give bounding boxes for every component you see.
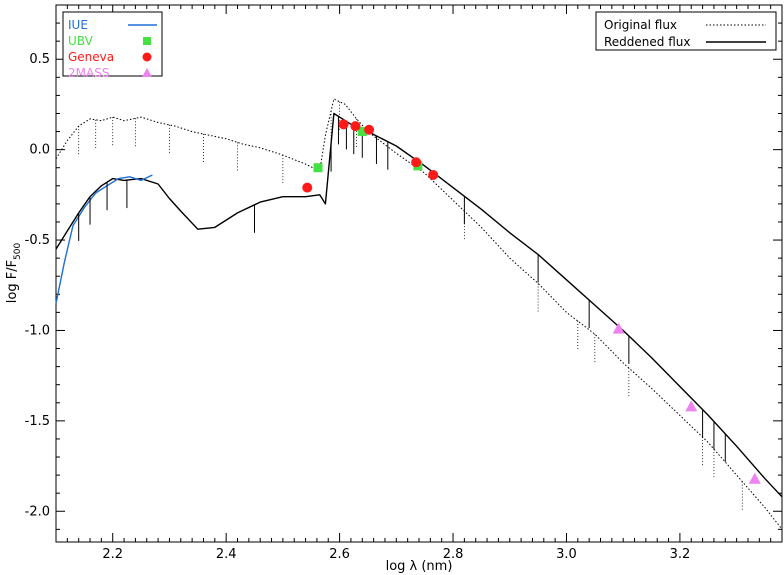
legend-label-iue: IUE [68, 18, 88, 32]
geneva-point [350, 121, 361, 132]
x-tick-label: 2.4 [216, 547, 237, 562]
ubv-point [357, 127, 367, 137]
legend-label-ubv: UBV [68, 34, 94, 48]
plot-frame [55, 4, 783, 543]
2mass-point [685, 400, 698, 412]
legend-marker-square [143, 37, 151, 45]
legend-marker-circle [142, 52, 152, 62]
geneva-point [428, 169, 439, 180]
x-tick-label: 2.8 [443, 547, 464, 562]
y-tick-label: -1.5 [25, 414, 50, 429]
y-ticks: 0.5 0.0 -0.5 -1.0 -1.5 -2.0 [25, 22, 782, 530]
series-line-iue [55, 174, 153, 304]
absorption-lines-layer [78, 101, 743, 512]
series-line-original-flux [55, 98, 783, 530]
series-line-reddened-flux [55, 112, 783, 498]
2mass-point [748, 472, 761, 484]
geneva-point [411, 157, 422, 168]
legend-right: Original flux Reddened flux [595, 11, 777, 51]
x-tick-label: 3.2 [670, 547, 691, 562]
y-tick-label: -0.5 [25, 233, 50, 248]
2mass-point [612, 322, 625, 334]
legend-label-dotted: Original flux [604, 18, 677, 32]
legend-marker-triangle [142, 68, 152, 77]
legend-label-geneva: Geneva [68, 50, 114, 64]
x-tick-label: 3.0 [556, 547, 577, 562]
x-tick-label: 2.6 [329, 547, 350, 562]
y-axis-label-sub: 500 [13, 242, 23, 259]
ubv-point [313, 163, 323, 173]
y-tick-label: 0.5 [29, 52, 50, 67]
y-tick-label: -1.0 [25, 323, 50, 338]
geneva-point [302, 182, 313, 193]
y-axis-label-base: log F/F [5, 260, 20, 303]
x-ticks: 2.2 2.4 2.6 2.8 3.0 3.2 [66, 5, 772, 562]
legend-left: IUE UBV Geneva 2MASS [62, 11, 163, 80]
legend-label-solid: Reddened flux [604, 35, 690, 49]
x-axis-label: log λ (nm) [386, 559, 453, 574]
y-tick-label: 0.0 [29, 143, 50, 158]
legend-right-box [595, 11, 777, 51]
legend-label-2mass: 2MASS [68, 66, 109, 80]
geneva-point [364, 124, 375, 135]
geneva-point [338, 119, 349, 130]
x-tick-label: 2.2 [102, 547, 123, 562]
y-axis-label: log F/F500 [5, 242, 23, 303]
points-layer [302, 119, 761, 484]
legend-left-box [62, 11, 163, 77]
y-tick-label: -2.0 [25, 504, 50, 519]
